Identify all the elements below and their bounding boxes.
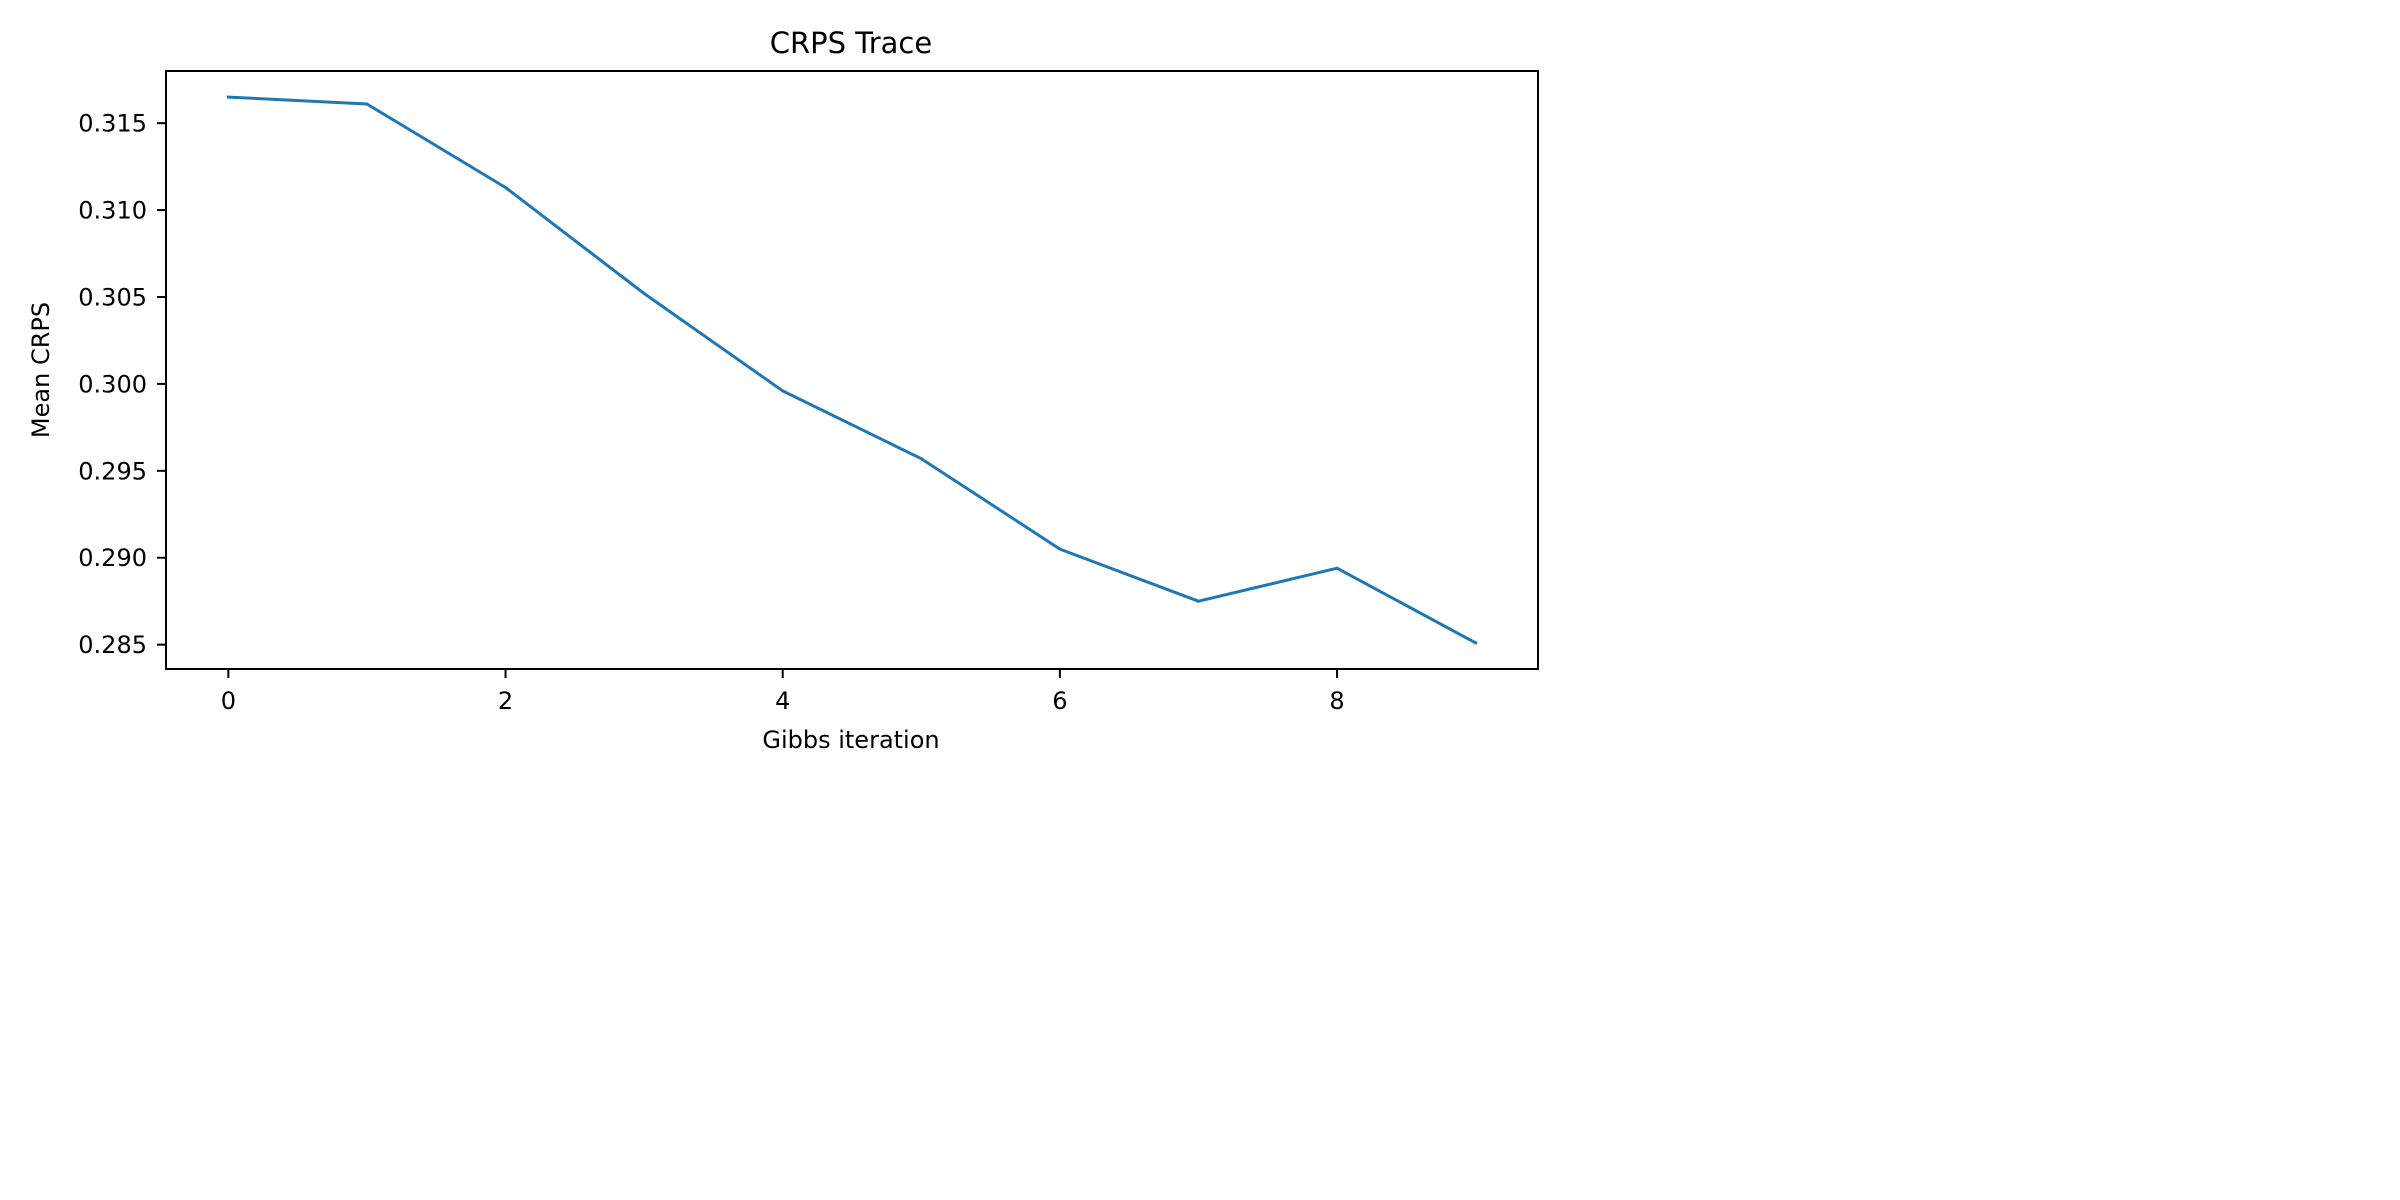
x-tick-label: 8: [1329, 687, 1344, 715]
y-tick-label: 0.305: [78, 283, 147, 311]
data-point: [1474, 641, 1478, 645]
series-line: [226, 95, 1478, 645]
y-tick-label: 0.295: [78, 457, 147, 485]
data-point: [781, 389, 785, 393]
data-point: [919, 457, 923, 461]
y-axis-ticks: 0.285 0.290 0.295 0.300 0.305 0.310 0.315: [78, 110, 166, 659]
line-chart: CRPS Trace 0 2 4 6 8 0.285 0.290 0.295 0.300 0.3…: [0, 0, 1566, 783]
data-point: [1058, 547, 1062, 551]
y-axis-label: Mean CRPS: [27, 302, 55, 438]
series-layer: [226, 95, 1478, 645]
data-point: [642, 292, 646, 296]
chart-title: CRPS Trace: [770, 26, 932, 60]
y-tick-label: 0.290: [78, 544, 147, 572]
data-point: [1196, 599, 1200, 603]
x-tick-label: 0: [221, 687, 236, 715]
data-point: [1335, 566, 1339, 570]
x-tick-label: 6: [1052, 687, 1067, 715]
y-tick-label: 0.285: [78, 631, 147, 659]
x-tick-label: 2: [498, 687, 513, 715]
y-tick-label: 0.310: [78, 197, 147, 225]
x-axis-label: Gibbs iteration: [762, 726, 939, 754]
data-point: [365, 102, 369, 106]
x-tick-label: 4: [775, 687, 790, 715]
data-point: [504, 185, 508, 189]
data-point: [226, 95, 230, 99]
y-tick-label: 0.315: [78, 110, 147, 138]
y-tick-label: 0.300: [78, 370, 147, 398]
x-axis-ticks: 0 2 4 6 8: [221, 669, 1345, 715]
plot-area-frame: [165, 70, 1539, 670]
chart-figure: CRPS Trace 0 2 4 6 8 0.285 0.290 0.295 0.300 0.3…: [0, 0, 1566, 783]
